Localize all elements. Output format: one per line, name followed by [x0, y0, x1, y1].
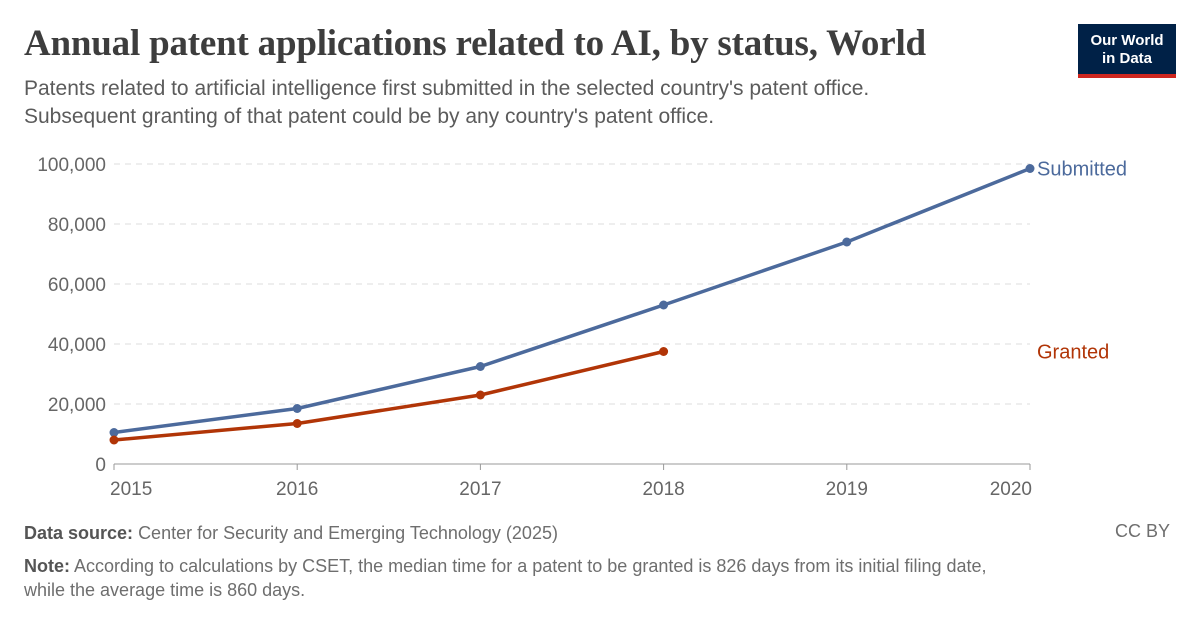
data-point[interactable] — [109, 428, 119, 437]
series-line-submitted[interactable] — [112, 166, 1032, 435]
subtitle-line-1: Patents related to artificial intelligen… — [24, 77, 870, 100]
data-source: Data source: Center for Security and Eme… — [24, 521, 558, 545]
data-source-label: Data source: — [24, 523, 134, 543]
x-tick-label: 2018 — [642, 479, 684, 500]
data-point[interactable] — [842, 237, 852, 247]
owid-logo[interactable]: Our World in Data — [1078, 24, 1176, 78]
data-point[interactable] — [659, 300, 669, 310]
data-point[interactable] — [475, 390, 485, 400]
data-point[interactable] — [109, 435, 119, 445]
chart-note: Note: According to calculations by CSET,… — [24, 554, 987, 602]
x-tick-label: 2019 — [826, 479, 868, 500]
logo-line-1: Our World — [1090, 32, 1164, 49]
data-point[interactable] — [659, 347, 669, 356]
axes: 0 20,000 40,000 60,000 80,000 100,000 2015 2016… — [37, 155, 1032, 500]
x-tick-label: 2016 — [276, 479, 318, 500]
note-line-2: while the average time is 860 days. — [24, 580, 306, 600]
series-line-granted[interactable] — [112, 349, 666, 442]
data-point[interactable] — [475, 362, 485, 371]
series-label-submitted[interactable]: Submitted — [1037, 159, 1127, 181]
logo-line-2: in Data — [1101, 50, 1152, 67]
y-tick-label: 0 — [95, 455, 106, 476]
y-tick-label: 100,000 — [37, 155, 106, 176]
x-tick-label: 2020 — [990, 479, 1032, 500]
series-label-granted[interactable]: Granted — [1037, 342, 1109, 364]
y-tick-label: 40,000 — [48, 335, 106, 356]
y-tick-label: 60,000 — [48, 275, 106, 296]
x-tick-label: 2015 — [110, 479, 152, 500]
data-source-text[interactable]: Center for Security and Emerging Technol… — [138, 523, 558, 543]
data-point[interactable] — [292, 404, 302, 413]
chart-subtitle: Patents related to artificial intelligen… — [24, 75, 1034, 131]
gridlines — [114, 163, 1030, 405]
subtitle-line-2: Subsequent granting of that patent could… — [24, 105, 715, 128]
note-line-1: According to calculations by CSET, the m… — [74, 556, 987, 576]
y-tick-label: 80,000 — [48, 215, 106, 236]
license-link[interactable]: CC BY — [1114, 521, 1170, 541]
data-point[interactable] — [292, 419, 302, 428]
chart-title: Annual patent applications related to AI… — [24, 23, 926, 64]
x-tick-label: 2017 — [459, 479, 501, 500]
series-lines — [109, 164, 1035, 445]
data-point[interactable] — [1025, 164, 1035, 173]
series-labels: Submitted Granted — [1037, 159, 1127, 364]
note-label: Note: — [24, 556, 70, 576]
y-tick-label: 20,000 — [48, 395, 106, 416]
